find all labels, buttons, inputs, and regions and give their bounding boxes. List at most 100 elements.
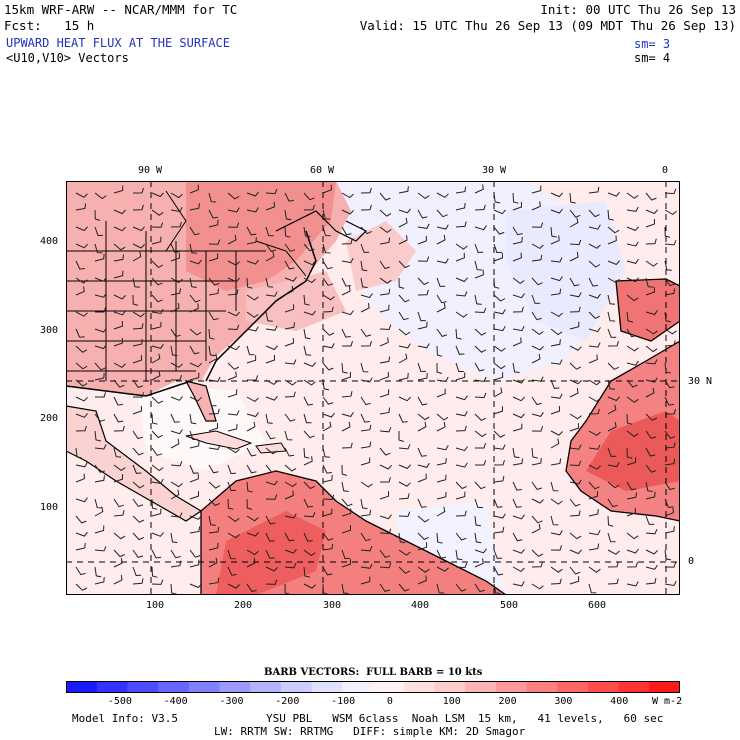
wind-barb xyxy=(170,489,180,500)
wind-barb xyxy=(626,294,639,302)
wind-barb xyxy=(588,408,600,415)
wind-barb xyxy=(455,252,465,262)
wind-barb xyxy=(360,413,370,423)
wind-barb xyxy=(360,457,371,466)
wind-barb xyxy=(246,207,259,213)
wind-barb xyxy=(265,243,277,252)
wind-barb xyxy=(379,324,392,331)
wind-barb xyxy=(189,526,201,534)
wind-barb xyxy=(588,464,601,470)
wind-barb xyxy=(436,192,449,198)
colorbar-swatch xyxy=(495,681,527,693)
wind-barb xyxy=(151,308,164,315)
wind-barb xyxy=(94,372,105,381)
wind-barb xyxy=(208,209,219,219)
wind-barb xyxy=(417,542,428,551)
wind-barb xyxy=(645,529,658,535)
wind-barb xyxy=(303,204,315,211)
wind-barb xyxy=(341,498,353,507)
wind-barb xyxy=(189,559,200,568)
wind-barb xyxy=(227,311,240,317)
wind-barb xyxy=(113,320,124,330)
colorbar-swatch xyxy=(96,681,128,693)
wind-barb xyxy=(189,396,202,402)
wind-barb xyxy=(569,292,582,298)
wind-barb xyxy=(132,311,145,318)
wind-barb xyxy=(322,421,332,432)
wind-barb xyxy=(455,510,467,517)
wind-barb xyxy=(360,441,372,449)
wind-barb xyxy=(550,379,560,389)
wind-barb xyxy=(360,532,371,542)
wind-barb xyxy=(645,286,656,296)
wind-barb xyxy=(512,413,525,419)
wind-barb xyxy=(227,371,237,381)
wind-barb xyxy=(588,509,599,517)
wind-barb xyxy=(417,311,426,322)
wind-barb xyxy=(303,549,316,557)
wind-barb xyxy=(379,277,392,284)
wind-barb xyxy=(588,396,601,403)
wind-barb xyxy=(246,326,259,332)
colorbar-swatch xyxy=(649,681,680,693)
wind-barb xyxy=(360,204,372,211)
wind-barb xyxy=(550,430,563,436)
wind-barb xyxy=(265,447,278,455)
wind-barb xyxy=(664,580,677,587)
wind-barb xyxy=(550,328,563,336)
wind-barb xyxy=(493,444,506,450)
wind-barb xyxy=(341,583,349,594)
wind-barb xyxy=(475,443,486,449)
wind-barb xyxy=(626,447,633,459)
wind-barb xyxy=(474,204,486,211)
wind-barb xyxy=(379,226,392,234)
wind-barb xyxy=(113,270,124,279)
wind-barb xyxy=(94,566,102,578)
wind-barb xyxy=(531,498,544,504)
wind-barb xyxy=(531,458,542,466)
wind-barb xyxy=(303,566,310,578)
wind-barb xyxy=(227,515,240,523)
wind-barb xyxy=(170,192,183,199)
wind-barb xyxy=(303,226,311,238)
wind-barb xyxy=(189,515,202,520)
wind-barb xyxy=(531,561,543,568)
lon-label-60w: 60 W xyxy=(310,165,335,176)
wind-barb xyxy=(151,430,163,439)
wind-barb xyxy=(132,277,140,288)
wind-barb xyxy=(379,549,391,558)
valid-time: Valid: 15 UTC Thu 26 Sep 13 (09 MDT Thu … xyxy=(359,18,736,33)
wind-barb xyxy=(227,192,240,200)
wind-barb xyxy=(493,252,504,262)
wind-barb xyxy=(170,328,181,338)
colorbar xyxy=(66,681,680,693)
colorbar-label: -200 xyxy=(275,696,300,707)
wind-barb xyxy=(512,498,522,508)
wind-barb xyxy=(512,458,524,466)
wind-barb xyxy=(436,376,449,383)
wind-barb xyxy=(151,343,164,349)
wind-barb xyxy=(550,545,563,551)
wind-barb xyxy=(398,186,409,194)
wind-barb xyxy=(417,532,429,541)
wind-barb xyxy=(493,387,503,398)
wind-barb xyxy=(303,481,316,490)
wind-barb xyxy=(151,498,158,510)
wind-barb xyxy=(227,410,240,416)
wind-barb xyxy=(626,192,639,199)
wind-barb xyxy=(607,340,619,347)
wind-barb xyxy=(170,374,182,381)
wind-barb xyxy=(170,252,181,262)
wind-barb xyxy=(75,260,85,270)
wind-barb xyxy=(455,345,465,355)
wind-barb xyxy=(512,252,522,262)
wind-barb xyxy=(569,192,576,204)
wind-barb xyxy=(607,421,617,432)
wind-barb xyxy=(474,515,481,527)
africa-hot xyxy=(586,411,680,491)
wind-barb xyxy=(474,413,487,422)
wind-barb xyxy=(398,396,411,402)
wind-barb xyxy=(417,373,428,381)
wind-barb xyxy=(664,209,677,216)
colorbar-swatch xyxy=(587,681,620,693)
